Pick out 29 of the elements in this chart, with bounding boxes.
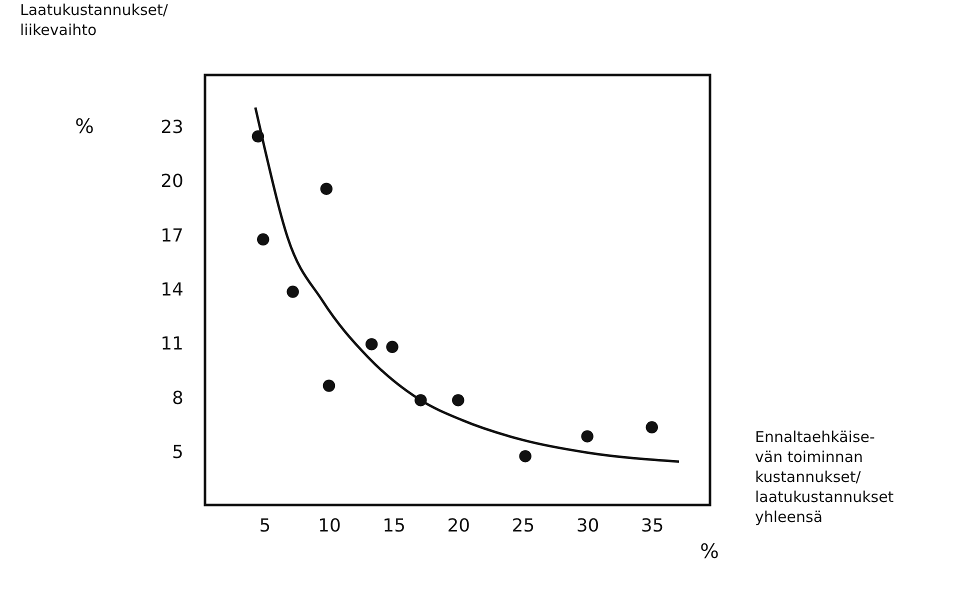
y-axis-title: Laatukustannukset/ liikevaihto bbox=[20, 1, 169, 39]
point bbox=[452, 394, 464, 406]
x-tick-label: 35 bbox=[640, 516, 664, 536]
y-tick-label: 5 bbox=[172, 442, 184, 464]
x-tick-label: 10 bbox=[318, 516, 341, 536]
x-tick-label: 20 bbox=[447, 516, 470, 536]
point bbox=[286, 286, 299, 298]
x-axis-title: Ennaltaehkäise- vän toiminnan kustannukset/ laatukustannukset yhleensä bbox=[755, 428, 894, 526]
x-tick-label: 30 bbox=[576, 516, 600, 536]
y-tick-label: 8 bbox=[172, 388, 184, 409]
y-tick-label: 14 bbox=[160, 280, 184, 300]
point bbox=[581, 430, 594, 442]
y-tick-label: 20 bbox=[160, 171, 184, 192]
y-tick-label: 11 bbox=[160, 334, 184, 355]
point bbox=[256, 233, 270, 246]
point bbox=[519, 450, 532, 462]
point bbox=[386, 340, 398, 354]
x-tick-label: 5 bbox=[259, 516, 271, 536]
point bbox=[320, 182, 333, 195]
point bbox=[646, 421, 658, 434]
y-tick-label: 17 bbox=[160, 225, 184, 246]
text: % bbox=[700, 539, 720, 563]
point bbox=[322, 380, 336, 392]
point bbox=[365, 338, 378, 350]
text: % bbox=[75, 114, 94, 138]
line-series bbox=[254, 106, 680, 463]
x-tick-label: 25 bbox=[512, 516, 535, 536]
y-tick-label: 23 bbox=[160, 116, 184, 138]
x-tick-label: 15 bbox=[382, 516, 406, 536]
